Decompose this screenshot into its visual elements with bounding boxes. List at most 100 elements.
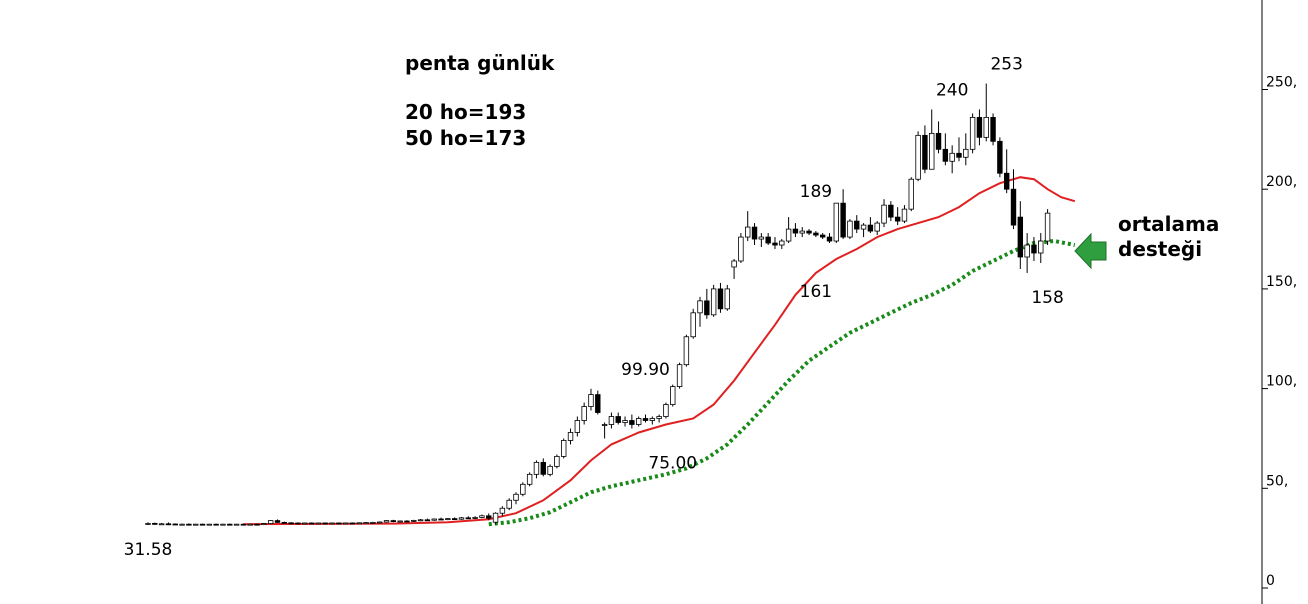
candle: [601, 422, 608, 439]
candle: [486, 513, 492, 521]
candle: [963, 133, 969, 166]
y-tick-label: 150,: [1266, 274, 1297, 290]
candle-body-up: [397, 520, 403, 523]
candle: [983, 83, 989, 142]
candle: [165, 522, 172, 526]
candle-body-up: [908, 178, 914, 210]
candle: [751, 223, 758, 246]
candle: [649, 416, 656, 425]
candle: [949, 145, 955, 174]
candle-body-up: [329, 522, 335, 525]
candle: [935, 121, 942, 154]
candle-body-up: [342, 522, 349, 525]
candle-body-down: [308, 522, 315, 525]
candle-body-down: [942, 148, 949, 162]
candle: [397, 520, 403, 523]
candle: [595, 390, 601, 415]
callout-line-2: desteği: [1118, 237, 1202, 261]
candle-body-up: [724, 288, 730, 310]
candle: [145, 522, 151, 525]
candle: [479, 514, 485, 519]
price-label: 75.00: [648, 453, 697, 473]
candle: [860, 223, 867, 238]
candle-body-up: [431, 518, 437, 521]
candle: [438, 517, 444, 521]
candle: [254, 523, 260, 526]
candle: [302, 522, 308, 525]
candle-body-down: [172, 523, 178, 526]
candle: [690, 308, 696, 339]
candles: [145, 83, 1051, 526]
candle-body-up: [608, 416, 615, 425]
candle-body-up: [983, 117, 989, 138]
candle-body-up: [799, 230, 805, 234]
candle-body-up: [949, 152, 955, 162]
y-tick-label: 250,: [1266, 75, 1297, 91]
candle: [901, 205, 908, 224]
candle: [874, 221, 880, 236]
candle: [704, 288, 710, 319]
candle: [1038, 233, 1044, 263]
candle-body-up: [697, 300, 703, 314]
candle: [240, 523, 247, 526]
left-arrow-icon: [1074, 232, 1107, 270]
candle: [635, 416, 642, 427]
candle-body-down: [1017, 216, 1024, 258]
candle-body-up: [601, 424, 608, 426]
candle-body-down: [642, 418, 649, 421]
candle: [540, 458, 546, 477]
candle: [717, 282, 724, 313]
candle-body-down: [717, 288, 724, 310]
candle-body-up: [915, 134, 921, 180]
candle-body-down: [765, 236, 771, 244]
candle-body-down: [976, 117, 983, 138]
candle: [1044, 209, 1051, 246]
candle-body-up: [622, 420, 628, 423]
price-label: 161: [800, 282, 832, 302]
candle: [193, 523, 199, 526]
candle-body-down: [465, 517, 472, 520]
candle-body-up: [411, 520, 417, 522]
candle: [561, 438, 567, 459]
candle-body-down: [751, 226, 758, 240]
candle: [206, 523, 213, 526]
candle: [854, 215, 860, 234]
candle-body-up: [738, 236, 744, 262]
candle-body-up: [1024, 244, 1030, 258]
candle: [411, 519, 417, 522]
candle-body-up: [193, 523, 199, 526]
candle: [683, 334, 690, 367]
candle-body-up: [554, 455, 560, 467]
candle: [267, 520, 274, 525]
candle-body-down: [997, 140, 1003, 174]
candle-body-down: [213, 523, 219, 526]
ma20-line: [243, 176, 1076, 526]
candle: [451, 517, 458, 521]
candle-body-down: [595, 394, 601, 413]
candle-body-down: [165, 523, 172, 526]
candle: [526, 472, 533, 487]
candle: [813, 231, 819, 238]
candle: [710, 284, 717, 317]
candle: [567, 428, 574, 445]
candle: [547, 464, 553, 477]
candle: [288, 522, 294, 525]
candle: [642, 414, 649, 423]
y-tick-label: 50,: [1266, 473, 1288, 489]
candle-body-up: [690, 312, 696, 338]
candle: [1024, 233, 1030, 273]
candle-body-down: [451, 518, 458, 521]
candle: [281, 521, 287, 524]
candle: [199, 523, 206, 526]
candle-body-up: [731, 260, 737, 268]
candle: [424, 518, 431, 522]
candle-body-down: [922, 134, 928, 170]
y-axis-ticks: 0 50, 100, 150, 200, 250,: [1262, 75, 1297, 589]
candle-body-up: [663, 404, 669, 417]
candle-body-down: [990, 117, 996, 142]
candle: [792, 223, 799, 238]
candle-body-up: [179, 523, 185, 526]
candle: [158, 522, 165, 526]
candle: [472, 516, 478, 520]
candle: [997, 137, 1003, 178]
